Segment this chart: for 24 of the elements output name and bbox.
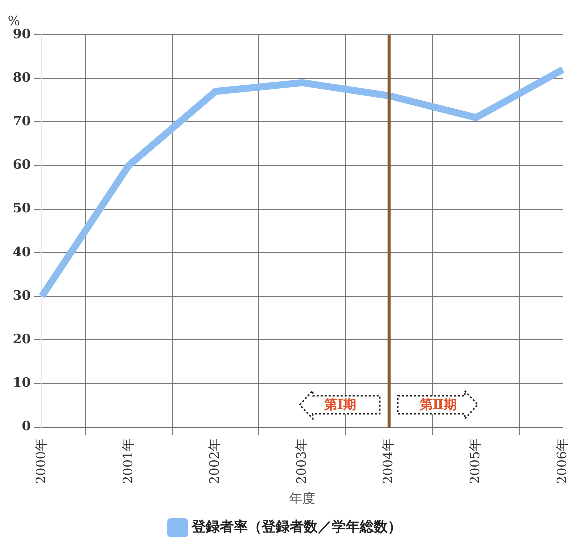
y-tick-label: 50 <box>12 202 32 217</box>
x-tick-label: 2000年 <box>34 438 50 484</box>
y-tick-label: 30 <box>12 288 32 304</box>
y-tick-label: 60 <box>12 158 32 174</box>
legend-label: 登録者率（登録者数／学年総数） <box>191 518 402 536</box>
right-arrow-callout: 第Ⅱ期 <box>397 390 480 420</box>
y-tick-label: 0 <box>22 420 32 435</box>
annotation: 第Ⅰ期 <box>324 397 356 414</box>
y-tick-label: 10 <box>12 376 32 392</box>
y-axis-title: % <box>8 14 20 30</box>
y-tick-label: 40 <box>12 245 32 260</box>
left-arrow-callout: 第Ⅰ期 <box>299 390 382 420</box>
y-tick-label: 20 <box>12 332 32 348</box>
y-tick-label: 80 <box>12 70 32 86</box>
x-tick-label: 2005年 <box>468 438 484 484</box>
annotation: 第Ⅱ期 <box>420 397 457 414</box>
x-tick-label: 2006年 <box>555 438 570 484</box>
x-tick-label: 2002年 <box>208 438 224 484</box>
x-tick-label: 2003年 <box>294 438 310 484</box>
y-tick-label: 70 <box>12 114 32 130</box>
x-tick-label: 2001年 <box>121 438 136 484</box>
x-axis-title: 年度 <box>290 490 316 506</box>
y-tick-label: 90 <box>12 27 32 42</box>
x-tick-label: 2004年 <box>382 438 397 484</box>
